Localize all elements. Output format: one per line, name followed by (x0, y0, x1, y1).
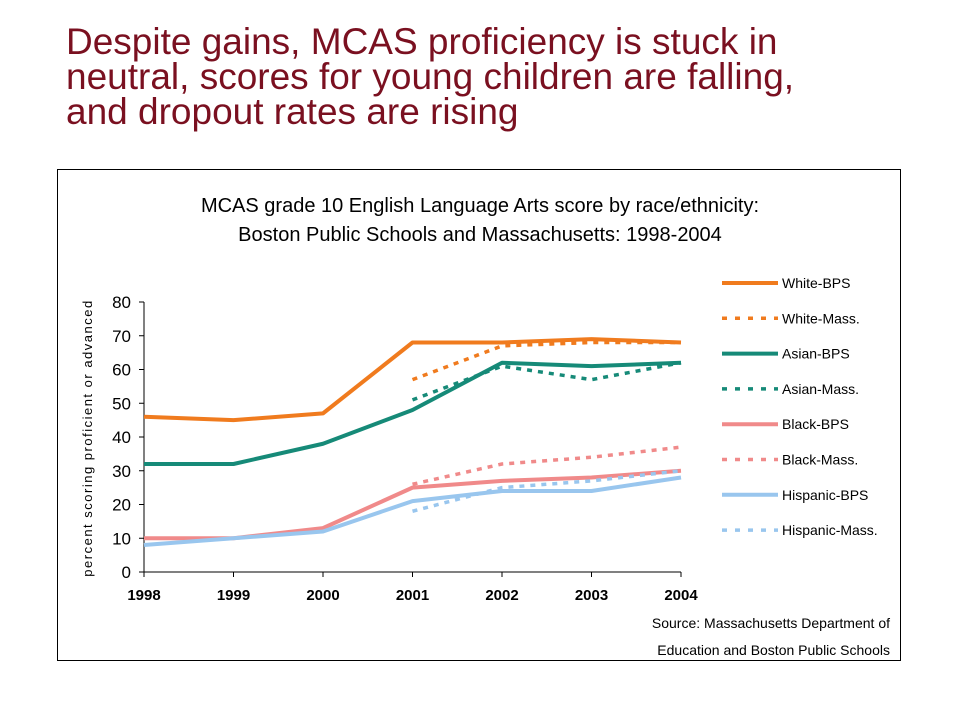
legend-label: Hispanic-Mass. (782, 522, 878, 538)
y-tick-label: 20 (112, 496, 131, 515)
x-tick-label: 2000 (306, 587, 339, 604)
series-line-asian-bps (144, 360, 682, 466)
x-tick-label: 2004 (664, 587, 698, 604)
y-tick-label: 30 (112, 462, 131, 481)
source-note-line: Source: Massachusetts Department of (652, 615, 890, 631)
chart-frame: MCAS grade 10 English Language Arts scor… (57, 169, 901, 661)
series-line-hispanic-bps (143, 475, 682, 547)
chart-title-line: MCAS grade 10 English Language Arts scor… (201, 195, 759, 217)
series-line-white-bps (143, 337, 682, 423)
y-tick-label: 80 (112, 293, 131, 312)
legend-label: Asian-BPS (782, 346, 850, 362)
x-tick-label: 1998 (127, 587, 160, 604)
slide-title-line: Despite gains, MCAS proficiency is stuck… (66, 21, 778, 62)
y-tick-label: 40 (112, 428, 131, 447)
chart-title-line: Boston Public Schools and Massachusetts:… (238, 224, 722, 246)
series-line-asian-mass (411, 361, 682, 402)
series-line-hispanic-mass (412, 469, 682, 513)
x-tick-label: 2002 (485, 587, 518, 604)
series-line-black-mass (412, 445, 682, 486)
legend-label: Asian-Mass. (782, 381, 859, 397)
legend-label: White-Mass. (782, 310, 860, 326)
slide-title: Despite gains, MCAS proficiency is stuck… (66, 21, 946, 132)
y-tick-label: 70 (112, 327, 131, 346)
legend-label: Black-Mass. (782, 452, 858, 468)
legend-label: Hispanic-BPS (782, 487, 868, 503)
slide-title-line: and dropout rates are rising (66, 91, 519, 132)
legend: White-BPS White-Mass. Asian-BPS Asian-Mass.… (722, 275, 878, 538)
slide-title-line: neutral, scores for young children are f… (66, 56, 795, 97)
y-tick-label: 60 (112, 361, 131, 380)
y-tick-label: 0 (122, 563, 131, 582)
series-line-white-mass (411, 340, 681, 382)
x-tick-label: 1999 (217, 587, 250, 604)
x-tick-label: 2001 (396, 587, 429, 604)
y-tick-label: 50 (112, 394, 131, 413)
legend-label: Black-BPS (782, 416, 849, 432)
legend-label: White-BPS (782, 275, 850, 291)
y-axis-ticks: 0 10 20 30 40 50 60 70 80 (112, 293, 144, 582)
series-lines (143, 337, 682, 547)
x-axis-ticks: 1998 1999 2000 2001 2002 2003 2004 (127, 572, 698, 604)
x-tick-label: 2003 (575, 587, 608, 604)
line-chart: MCAS grade 10 English Language Arts scor… (80, 195, 890, 658)
y-tick-label: 10 (112, 529, 131, 548)
source-note-line: Education and Boston Public Schools (657, 642, 890, 658)
y-axis-label: percent scoring proficient or advanced (80, 299, 95, 576)
